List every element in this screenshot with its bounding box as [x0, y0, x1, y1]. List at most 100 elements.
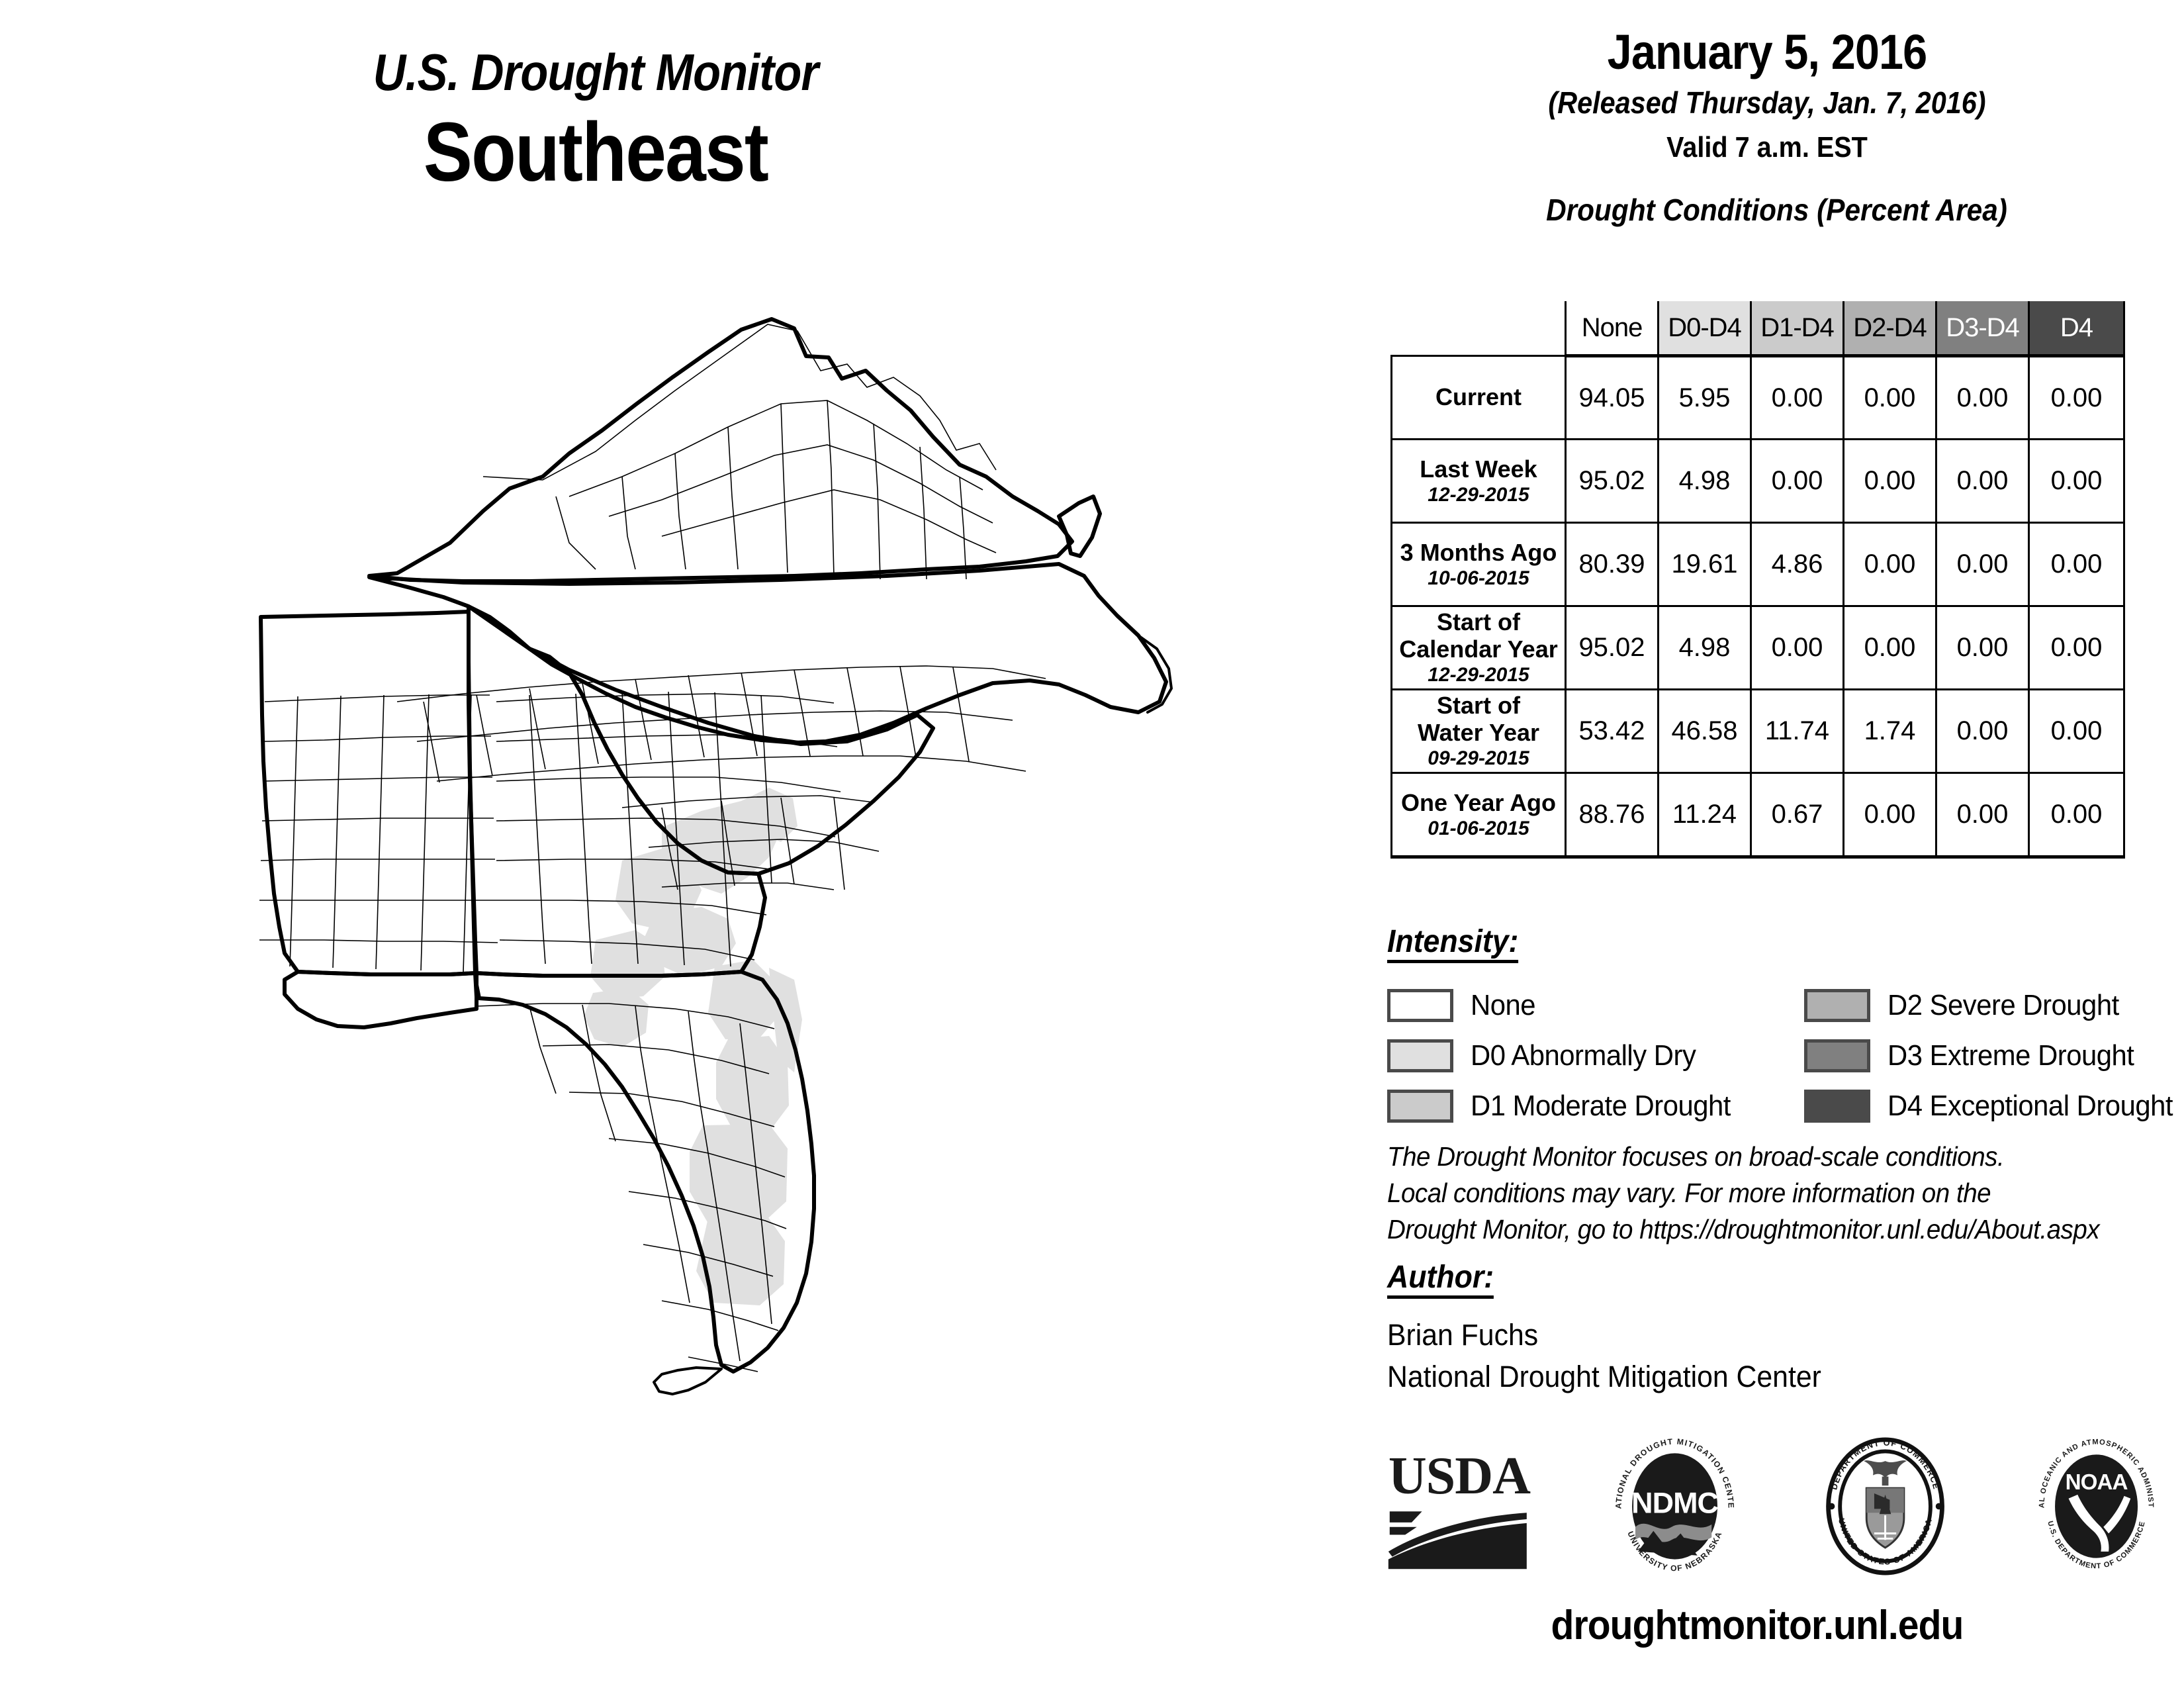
legend-label-d4: D4 Exceptional Drought [1888, 1090, 2173, 1123]
cell-wy-d0d4: 46.58 [1657, 688, 1752, 774]
cell-lastweek-d2d4: 0.00 [1843, 438, 1937, 524]
row-label-current: Current [1390, 355, 1567, 440]
region-title: Southeast [423, 105, 769, 199]
ndmc-logo-text: NDMC [1631, 1485, 1718, 1519]
cell-3mo-d3d4: 0.00 [1935, 522, 2030, 607]
legend-item-d1: D1 Moderate Drought [1387, 1090, 1804, 1123]
map-title-block: U.S. Drought Monitor Southeast [199, 46, 993, 196]
footer-url[interactable]: droughtmonitor.unl.edu [1551, 1603, 1964, 1648]
author-heading: Author: [1387, 1260, 1494, 1299]
row-label-text: Start of Calendar Year [1399, 608, 1558, 663]
legend-label-d1: D1 Moderate Drought [1471, 1090, 1731, 1123]
table-row: Start of Water Year 09-29-2015 53.42 46.… [1390, 688, 2125, 774]
legend-label-d0: D0 Abnormally Dry [1471, 1039, 1696, 1072]
logo-row: USDA NDMC NATIONAL DROUGHT MITIGATION CE… [1383, 1430, 2164, 1582]
cell-cy-d4: 0.00 [2028, 605, 2125, 690]
cell-1yr-d3d4: 0.00 [1935, 772, 2030, 859]
col-header-d3d4: D3-D4 [1935, 301, 2030, 357]
cell-1yr-d2d4: 0.00 [1843, 772, 1937, 859]
cell-cy-d1d4: 0.00 [1750, 605, 1844, 690]
cell-wy-none: 53.42 [1565, 688, 1659, 774]
cell-3mo-d2d4: 0.00 [1843, 522, 1937, 607]
cell-3mo-d1d4: 4.86 [1750, 522, 1844, 607]
table-body: Current 94.05 5.95 0.00 0.00 0.00 0.00 L… [1390, 355, 2125, 859]
row-label-text: One Year Ago [1400, 788, 1557, 816]
table-corner-cell [1392, 301, 1566, 356]
row-label-3-months-ago: 3 Months Ago 10-06-2015 [1390, 522, 1567, 607]
disclaimer-line-2: Local conditions may vary. For more info… [1387, 1177, 1991, 1208]
cell-cy-none: 95.02 [1565, 605, 1659, 690]
disclaimer-line-3: Drought Monitor, go to https://droughtmo… [1387, 1213, 2100, 1244]
row-label-start-water-year: Start of Water Year 09-29-2015 [1390, 688, 1567, 774]
legend-swatch-d4 [1804, 1090, 1870, 1123]
cell-3mo-d0d4: 19.61 [1657, 522, 1752, 607]
table-header-row: None D0-D4 D1-D4 D2-D4 D3-D4 D4 [1392, 301, 2125, 357]
row-label-last-week: Last Week 12-29-2015 [1390, 438, 1567, 524]
legend-label-d3: D3 Extreme Drought [1888, 1039, 2134, 1072]
noaa-logo: NOAA NATIONAL OCEANIC AND ATMOSPHERIC AD… [2028, 1436, 2154, 1570]
legend-label-none: None [1471, 989, 1536, 1022]
cell-lastweek-none: 95.02 [1565, 438, 1659, 524]
row-label-text: Last Week [1420, 455, 1537, 483]
map-d0-shading [584, 788, 802, 1305]
cell-current-d3d4: 0.00 [1935, 355, 2030, 440]
legend-swatch-none [1387, 989, 1453, 1023]
legend-swatch-d1 [1387, 1090, 1453, 1123]
col-header-d0d4: D0-D4 [1657, 301, 1752, 357]
cell-wy-d3d4: 0.00 [1935, 688, 2030, 774]
cell-lastweek-d3d4: 0.00 [1935, 438, 2030, 524]
table-caption: Drought Conditions (Percent Area) [1546, 192, 2007, 227]
legend-swatch-d0 [1387, 1039, 1453, 1073]
doc-seal-logo: DEPARTMENT OF COMMERCE UNITED STATES OF … [1826, 1437, 1945, 1575]
author-name: Brian Fuchs [1387, 1318, 1539, 1352]
cell-current-d0d4: 5.95 [1657, 355, 1752, 440]
legend-swatch-d2 [1804, 989, 1870, 1023]
usda-logo-text: USDA [1388, 1447, 1531, 1505]
cell-1yr-d1d4: 0.67 [1750, 772, 1844, 859]
table-row: Current 94.05 5.95 0.00 0.00 0.00 0.00 [1390, 355, 2125, 440]
cell-3mo-d4: 0.00 [2028, 522, 2125, 607]
row-label-text: Start of Water Year [1417, 692, 1540, 746]
southeast-drought-map[interactable] [199, 278, 1271, 1536]
cell-3mo-none: 80.39 [1565, 522, 1659, 607]
usda-logo: USDA [1388, 1447, 1531, 1570]
release-date: (Released Thursday, Jan. 7, 2016) [1548, 85, 1986, 120]
date-block: January 5, 2016 (Released Thursday, Jan.… [1370, 26, 2164, 164]
cell-wy-d4: 0.00 [2028, 688, 2125, 774]
table-row: One Year Ago 01-06-2015 88.76 11.24 0.67… [1390, 772, 2125, 859]
cell-lastweek-d4: 0.00 [2028, 438, 2125, 524]
row-label-date: 01-06-2015 [1428, 817, 1529, 839]
valid-time: Valid 7 a.m. EST [1666, 130, 1868, 164]
cell-current-none: 94.05 [1565, 355, 1659, 440]
cell-cy-d2d4: 0.00 [1843, 605, 1937, 690]
cell-current-d2d4: 0.00 [1843, 355, 1937, 440]
row-label-text: Current [1435, 383, 1522, 411]
map-county-lines [259, 324, 1046, 1372]
legend-grid: None D2 Severe Drought D0 Abnormally Dry… [1387, 980, 2173, 1131]
disclaimer-text: The Drought Monitor focuses on broad-sca… [1387, 1139, 2181, 1248]
table-row: 3 Months Ago 10-06-2015 80.39 19.61 4.86… [1390, 522, 2125, 607]
col-header-d4: D4 [2028, 301, 2125, 357]
cell-wy-d2d4: 1.74 [1843, 688, 1937, 774]
disclaimer-line-1: The Drought Monitor focuses on broad-sca… [1387, 1141, 2005, 1172]
table-row: Start of Calendar Year 12-29-2015 95.02 … [1390, 605, 2125, 690]
cell-cy-d0d4: 4.98 [1657, 605, 1752, 690]
row-label-text: 3 Months Ago [1400, 538, 1557, 566]
row-label-one-year-ago: One Year Ago 01-06-2015 [1390, 772, 1567, 859]
map-svg [259, 317, 1173, 1395]
col-header-none: None [1565, 301, 1659, 357]
legend-label-d2: D2 Severe Drought [1888, 989, 2119, 1022]
cell-1yr-d4: 0.00 [2028, 772, 2125, 859]
drought-conditions-table: None D0-D4 D1-D4 D2-D4 D3-D4 D4 Current … [1390, 301, 2125, 859]
cell-lastweek-d0d4: 4.98 [1657, 438, 1752, 524]
col-header-d1d4: D1-D4 [1750, 301, 1844, 357]
map-state-borders [259, 317, 1173, 1395]
intensity-heading: Intensity: [1387, 925, 1519, 964]
legend-item-d2: D2 Severe Drought [1804, 989, 2175, 1023]
legend-item-d0: D0 Abnormally Dry [1387, 1039, 1804, 1073]
author-block: Brian Fuchs National Drought Mitigation … [1387, 1314, 1844, 1397]
cell-1yr-d0d4: 11.24 [1657, 772, 1752, 859]
cell-current-d4: 0.00 [2028, 355, 2125, 440]
program-title: U.S. Drought Monitor [373, 43, 819, 101]
right-panel: January 5, 2016 (Released Thursday, Jan.… [1350, 26, 2164, 228]
